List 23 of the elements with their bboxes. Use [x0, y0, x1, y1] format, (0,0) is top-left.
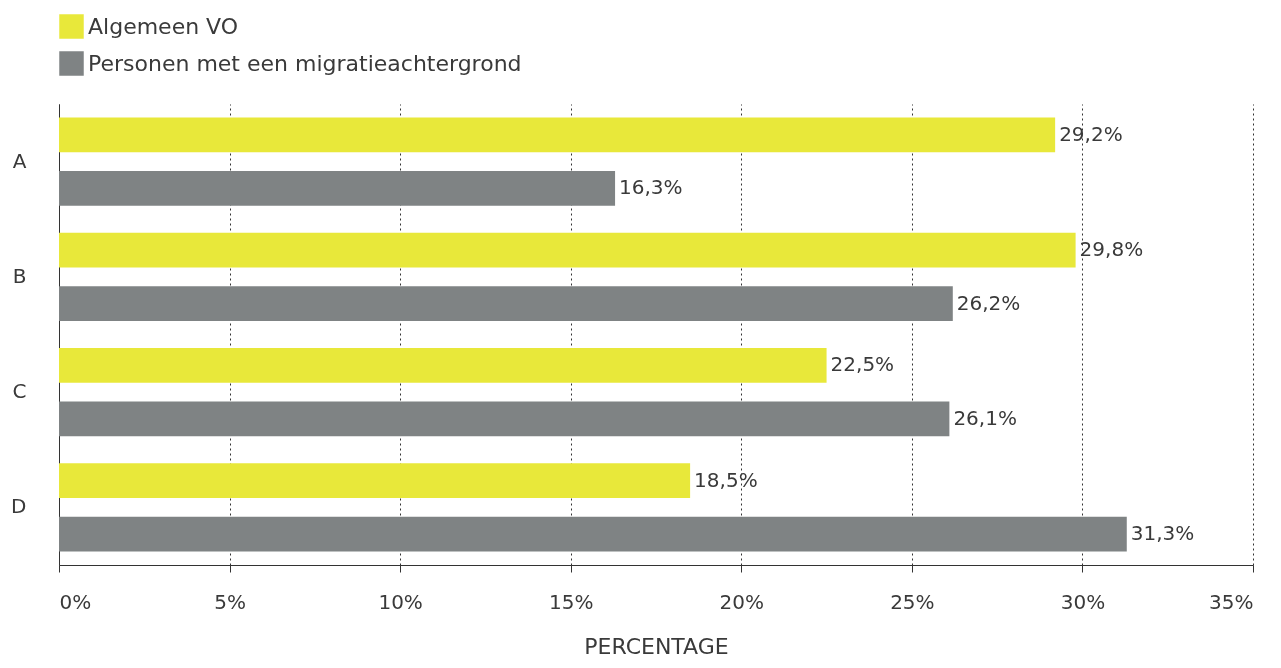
data-label: 26,1%	[953, 405, 1017, 430]
x-axis-title: PERCENTAGE	[584, 633, 729, 659]
legend-label: Algemeen VO	[88, 13, 239, 39]
data-label: 18,5%	[694, 467, 758, 492]
x-tick-label: 30%	[1060, 589, 1106, 614]
x-tick-label: 10%	[378, 589, 423, 614]
x-tick-label: 0%	[59, 589, 92, 614]
x-tick-label: 25%	[890, 589, 935, 614]
data-label: 26,2%	[956, 290, 1021, 315]
data-label: 31,3%	[1130, 521, 1195, 546]
x-tick-label: 5%	[214, 589, 246, 614]
y-tick-label: B	[12, 263, 27, 288]
x-tick-label: 20%	[719, 589, 765, 614]
data-label: 16,3%	[619, 175, 683, 200]
y-tick-label: C	[12, 379, 27, 404]
y-tick-label: A	[12, 148, 27, 173]
x-tick-label: 35%	[1209, 589, 1254, 614]
data-label: 29,8%	[1079, 237, 1144, 262]
legend-label: Personen met een migratieachtergrond	[88, 50, 522, 76]
data-label: 22,5%	[830, 352, 895, 377]
y-tick-label: D	[11, 494, 27, 519]
data-label: 29,2%	[1059, 121, 1123, 146]
x-tick-label: 15%	[548, 589, 594, 614]
